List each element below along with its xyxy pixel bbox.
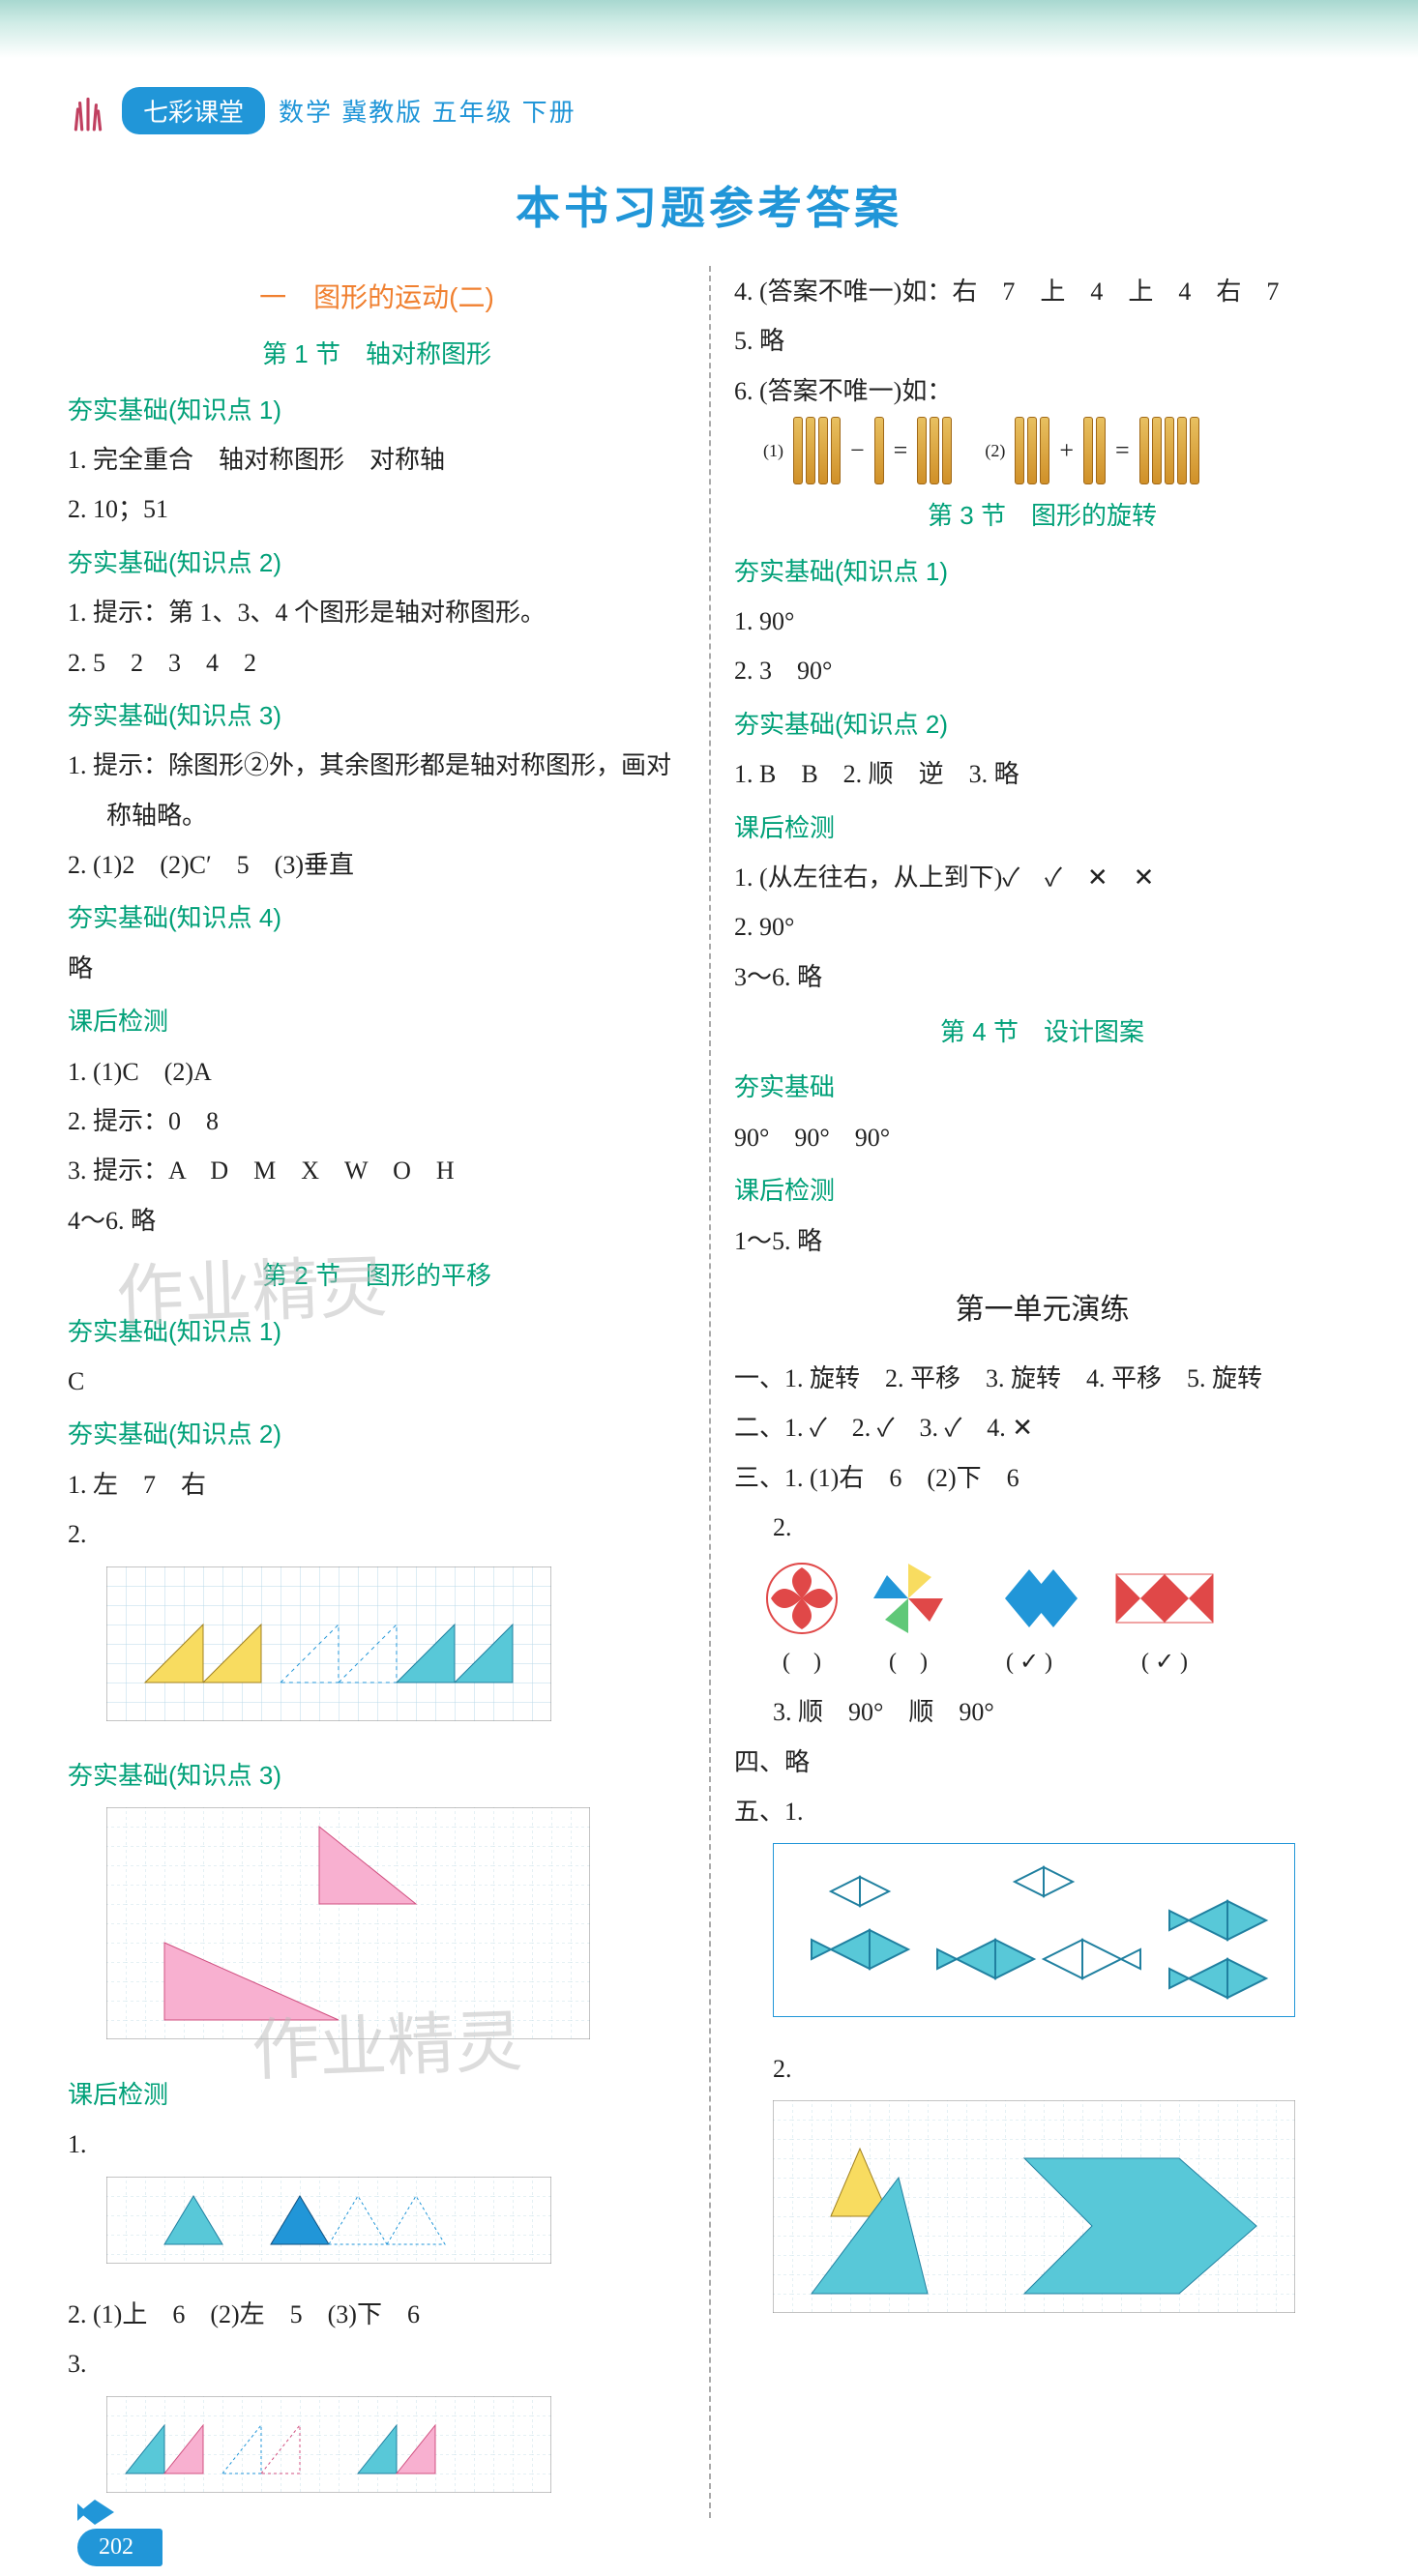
figure-translation-arrows [106, 1566, 551, 1721]
s2-k3-head: 夯实基础(知识点 3) [68, 1752, 686, 1800]
answer-line: 3. 顺 90° 顺 90° [734, 1688, 1350, 1736]
answer-line: 2. (1)上 6 (2)左 5 (3)下 6 [68, 2291, 686, 2338]
left-column: 一 图形的运动(二) 第 1 节 轴对称图形 夯实基础(知识点 1) 1. 完全… [68, 266, 709, 2518]
section-4-title: 第 4 节 设计图案 [734, 1009, 1350, 1056]
s4-test-head: 课后检测 [734, 1167, 1350, 1215]
header: 七彩课堂 数学 冀教版 五年级 下册 [68, 39, 1350, 134]
answer-line: C [68, 1358, 686, 1405]
s3-k2-head: 夯实基础(知识点 2) [734, 701, 1350, 748]
minus-icon: − [850, 426, 865, 474]
answer-line: 称轴略。 [68, 792, 686, 839]
s3-k1-head: 夯实基础(知识点 1) [734, 548, 1350, 596]
series-badge: 七彩课堂 [122, 87, 265, 134]
figure-arrow-shape [773, 2100, 1295, 2313]
pinwheel-2-icon [870, 1560, 947, 1637]
answer-line: 2. 10；51 [68, 485, 686, 533]
answer-line: 2. 提示：0 8 [68, 1098, 686, 1145]
answer-line: 2. 90° [734, 903, 1350, 951]
figure-triangle-row-2 [106, 2396, 551, 2493]
answer-line: 1. (从左往右，从上到下)✓ ✓ ✕ ✕ [734, 854, 1350, 901]
answer-line: 90° 90° 90° [734, 1114, 1350, 1161]
sticks-group [1083, 417, 1106, 484]
answer-line: 3～6. 略 [734, 953, 1350, 1001]
figure-fish-grid [773, 1843, 1295, 2017]
answer-line: 1. B B 2. 顺 逆 3. 略 [734, 750, 1350, 798]
pattern-label: ( ✓ ) [976, 1641, 1082, 1685]
s1-k1-head: 夯实基础(知识点 1) [68, 387, 686, 434]
answer-line: 1～5. 略 [734, 1217, 1350, 1265]
s1-k2-head: 夯实基础(知识点 2) [68, 540, 686, 587]
plus-chip-icon: + [1059, 426, 1074, 474]
answer-line: 1. 90° [734, 598, 1350, 645]
sticks-group [1139, 417, 1199, 484]
eq-label: (2) [985, 434, 1005, 467]
pattern-label: ( ) [763, 1641, 841, 1685]
page-title: 本书习题参考答案 [68, 173, 1350, 237]
sticks-group [874, 417, 884, 484]
answer-line: 4～6. 略 [68, 1197, 686, 1244]
section-1-title: 第 1 节 轴对称图形 [68, 331, 686, 378]
answer-line: 3. 提示：A D M X W O H [68, 1147, 686, 1194]
answer-line: 2. 3 90° [734, 647, 1350, 694]
answer-line: 1. 左 7 右 [68, 1461, 686, 1508]
answer-line: 三、1. (1)右 6 (2)下 6 [734, 1454, 1350, 1502]
chapter-1-title: 一 图形的运动(二) [68, 272, 686, 323]
figure-two-triangles [106, 1807, 590, 2039]
sticks-group [793, 417, 841, 484]
s2-k2-head: 夯实基础(知识点 2) [68, 1411, 686, 1458]
coral-icon [68, 91, 108, 132]
fish-icon [77, 2496, 116, 2529]
bowtie-pattern-icon [1111, 1560, 1218, 1637]
diamond-pair-icon [976, 1560, 1082, 1637]
answer-line: 二、1. ✓ 2. ✓ 3. ✓ 4. ✕ [734, 1404, 1350, 1451]
answer-line: 2. (1)2 (2)C′ 5 (3)垂直 [68, 841, 686, 889]
right-column: 4. (答案不唯一)如：右 7 上 4 上 4 右 7 5. 略 6. (答案不… [709, 266, 1350, 2518]
patterns-row: ( ) ( ) ( ✓ ) ( ✓ ) [763, 1560, 1350, 1685]
page-number: 202 [77, 2529, 162, 2566]
section-2-title: 第 2 节 图形的平移 [68, 1252, 686, 1300]
s2-k1-head: 夯实基础(知识点 1) [68, 1308, 686, 1356]
s1-k3-head: 夯实基础(知识点 3) [68, 692, 686, 740]
sticks-group [917, 417, 952, 484]
answer-line: 2. 5 2 3 4 2 [68, 639, 686, 687]
equals-icon: = [894, 426, 908, 474]
page-number-badge: 202 [77, 2496, 162, 2566]
s3-test-head: 课后检测 [734, 805, 1350, 852]
eq-label: (1) [763, 434, 783, 467]
answer-line: 2. [68, 1510, 686, 1558]
equals-icon: = [1115, 426, 1130, 474]
answer-line: 2. [734, 1504, 1350, 1551]
answer-line: 1. (1)C (2)A [68, 1048, 686, 1096]
answer-line: 1. 提示：除图形②外，其余图形都是轴对称图形，画对 [68, 742, 686, 789]
answer-line: 一、1. 旋转 2. 平移 3. 旋转 4. 平移 5. 旋转 [734, 1355, 1350, 1402]
answer-line: 3. [68, 2340, 686, 2387]
section-3-title: 第 3 节 图形的旋转 [734, 492, 1350, 540]
answer-line: 略 [68, 945, 686, 992]
answer-line: 四、略 [734, 1739, 1350, 1786]
answer-line: 4. (答案不唯一)如：右 7 上 4 上 4 右 7 [734, 268, 1350, 315]
header-subject: 数学 冀教版 五年级 下册 [279, 93, 576, 129]
pinwheel-1-icon [763, 1560, 841, 1637]
figure-triangle-row-1 [106, 2177, 551, 2264]
sticks-group [1015, 417, 1049, 484]
sticks-equations: (1) − = (2) + = [763, 417, 1350, 484]
answer-line: 五、1. [734, 1788, 1350, 1835]
answer-line: 5. 略 [734, 317, 1350, 365]
answer-line: 1. 完全重合 轴对称图形 对称轴 [68, 436, 686, 483]
answer-line: 6. (答案不唯一)如： [734, 367, 1350, 415]
s1-k4-head: 夯实基础(知识点 4) [68, 894, 686, 942]
pattern-label: ( ✓ ) [1111, 1641, 1218, 1685]
pattern-label: ( ) [870, 1641, 947, 1685]
s4-k-head: 夯实基础 [734, 1064, 1350, 1111]
answer-line: 1. [68, 2121, 686, 2168]
answer-line: 2. [734, 2045, 1350, 2093]
unit-1-title: 第一单元演练 [734, 1282, 1350, 1337]
s1-test-head: 课后检测 [68, 998, 686, 1045]
s2-test-head: 课后检测 [68, 2071, 686, 2119]
answer-line: 1. 提示：第 1、3、4 个图形是轴对称图形。 [68, 589, 686, 636]
